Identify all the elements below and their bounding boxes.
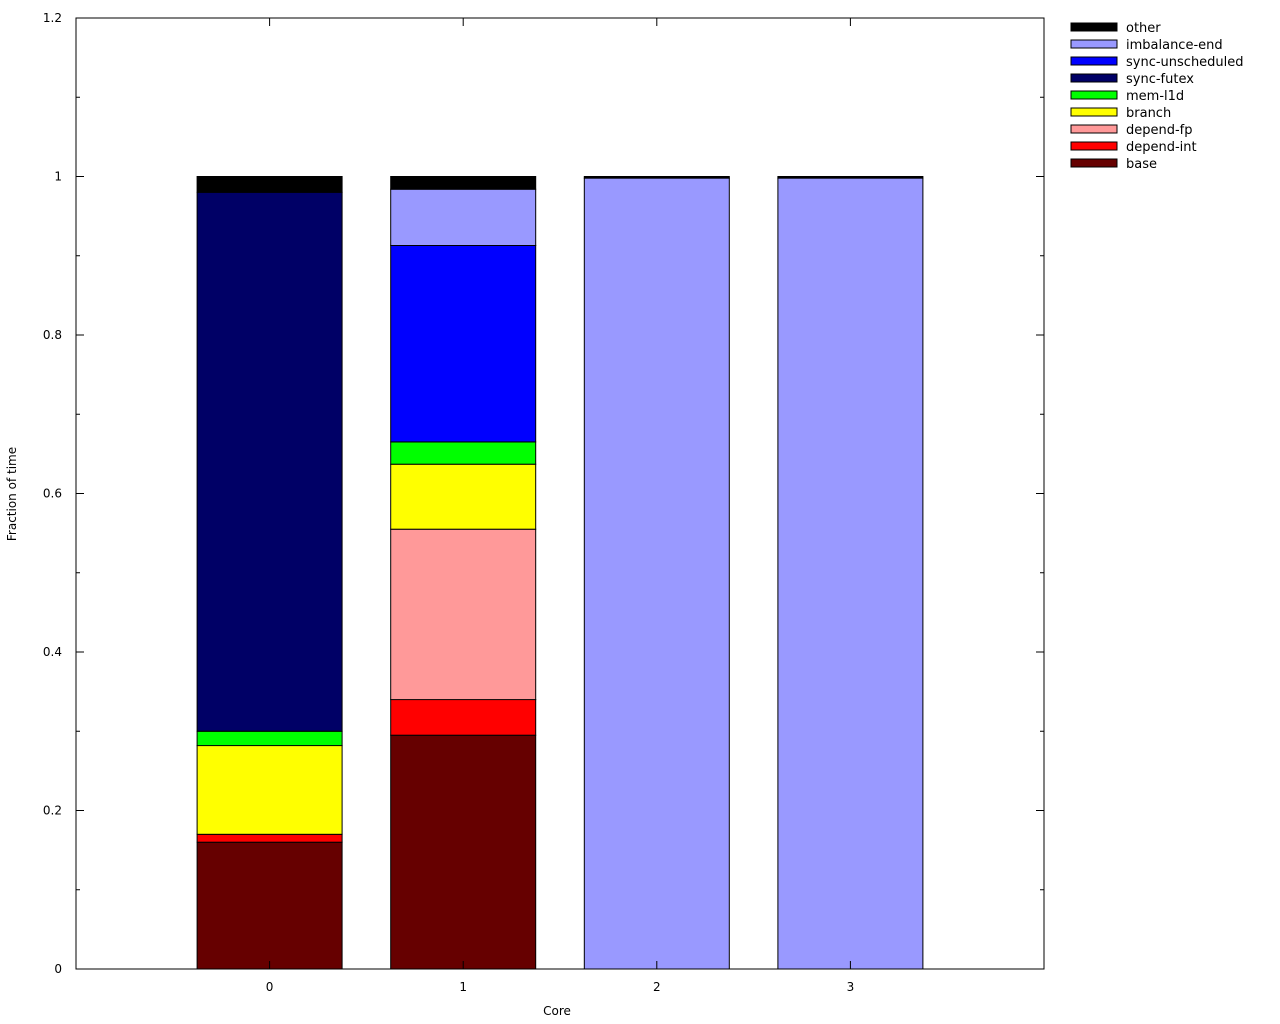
bar-segment-other-core-2	[583, 176, 730, 179]
bar-segment-depend-int-core-1	[390, 699, 537, 736]
legend-label-depend-fp: depend-fp	[1126, 123, 1193, 138]
legend-swatch-mem-l1d	[1070, 90, 1118, 100]
y-tick-label: 0.6	[43, 487, 62, 501]
legend-swatch-depend-fp	[1070, 124, 1118, 134]
y-tick-label: 1.2	[43, 11, 62, 25]
y-tick-label: 0	[54, 962, 62, 976]
legend-label-base: base	[1126, 157, 1157, 172]
legend-swatch-base	[1070, 158, 1118, 168]
legend-label-imbalance-end: imbalance-end	[1126, 38, 1223, 53]
bar-segment-base-core-1	[390, 734, 537, 970]
bar-segment-other-core-0	[196, 176, 343, 193]
bar-segment-mem-l1d-core-1	[390, 441, 537, 465]
legend-swatch-sync-futex	[1070, 73, 1118, 83]
bar-segment-sync-futex-core-0	[196, 191, 343, 732]
y-tick-label: 1	[54, 170, 62, 184]
legend-swatch-other	[1070, 22, 1118, 32]
bar-segment-other-core-1	[390, 176, 537, 190]
legend: other imbalance-end sync-unscheduled sync-f…	[1070, 21, 1244, 172]
bar-segment-base-core-0	[196, 841, 343, 970]
legend-swatch-sync-unscheduled	[1070, 56, 1118, 66]
legend-label-depend-int: depend-int	[1126, 140, 1197, 155]
bar-segment-depend-fp-core-1	[390, 528, 537, 701]
x-tick-label: 0	[266, 980, 274, 994]
x-axis-label: Core	[543, 1004, 571, 1018]
bar-segment-mem-l1d-core-0	[196, 730, 343, 747]
legend-label-mem-l1d: mem-l1d	[1126, 89, 1184, 104]
legend-swatch-depend-int	[1070, 141, 1118, 151]
bar-segment-imbalance-end-core-3	[777, 177, 924, 970]
bar-segment-branch-core-0	[196, 745, 343, 835]
bar-segment-other-core-3	[777, 176, 924, 179]
bar-segment-imbalance-end-core-1	[390, 188, 537, 246]
x-tick-label: 2	[653, 980, 661, 994]
legend-swatch-imbalance-end	[1070, 39, 1118, 49]
axes-group: 0 0.2 0.4 0.6 0.8 1 1.2 0 1 2 3	[43, 11, 1045, 994]
y-axis-label: Fraction of time	[5, 447, 19, 541]
x-tick-label: 1	[459, 980, 467, 994]
y-tick-label: 0.4	[43, 645, 62, 659]
bar-segment-branch-core-1	[390, 463, 537, 530]
bar-segment-depend-int-core-0	[196, 833, 343, 843]
x-tick-label: 3	[847, 980, 855, 994]
bars-group	[196, 176, 924, 970]
bar-segment-imbalance-end-core-2	[583, 177, 730, 970]
y-tick-label: 0.2	[43, 804, 62, 818]
legend-label-sync-unscheduled: sync-unscheduled	[1126, 55, 1244, 70]
legend-swatch-branch	[1070, 107, 1118, 117]
legend-label-branch: branch	[1126, 106, 1171, 121]
bar-segment-sync-unscheduled-core-1	[390, 244, 537, 443]
y-tick-label: 0.8	[43, 328, 62, 342]
legend-label-other: other	[1126, 21, 1161, 36]
legend-label-sync-futex: sync-futex	[1126, 72, 1194, 87]
